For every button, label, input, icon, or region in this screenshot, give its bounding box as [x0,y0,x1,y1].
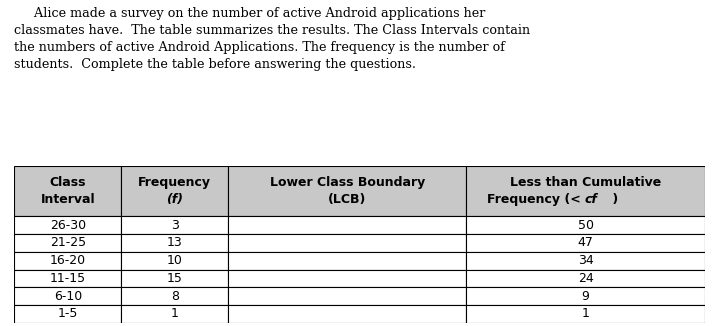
Text: 6-10: 6-10 [54,289,82,303]
Text: 13: 13 [167,236,183,249]
Bar [14,252,122,270]
Text: 8: 8 [171,289,179,303]
Text: Less than Cumulative: Less than Cumulative [510,176,661,189]
Text: Lower Class Boundary: Lower Class Boundary [270,176,425,189]
Text: 21-25: 21-25 [50,236,86,249]
Text: 11-15: 11-15 [50,272,86,285]
Bar [229,234,467,252]
Bar [122,305,229,323]
Text: 9: 9 [582,289,590,303]
Bar [229,270,467,287]
Bar [14,166,122,216]
Text: Interval: Interval [40,193,95,206]
Text: 34: 34 [577,254,593,267]
Bar [14,234,122,252]
Bar [122,287,229,305]
Text: 15: 15 [167,272,183,285]
Text: (f): (f) [166,193,183,206]
Text: 10: 10 [167,254,183,267]
Text: 50: 50 [577,219,594,232]
Bar [14,287,122,305]
Bar [122,234,229,252]
Bar [14,216,122,234]
Text: 24: 24 [577,272,593,285]
Bar [467,252,705,270]
Bar [229,216,467,234]
Bar [229,166,467,216]
Bar [229,287,467,305]
Text: Class: Class [50,176,86,189]
Text: ): ) [608,193,618,206]
Bar [122,252,229,270]
Text: 1: 1 [582,307,590,320]
Text: 1-5: 1-5 [58,307,78,320]
Bar [122,166,229,216]
Text: 47: 47 [577,236,593,249]
Bar [14,305,122,323]
Text: (LCB): (LCB) [329,193,367,206]
Bar [467,270,705,287]
Text: 3: 3 [171,219,179,232]
Bar [467,305,705,323]
Bar [229,305,467,323]
Bar [229,252,467,270]
Text: Alice made a survey on the number of active Android applications her
classmates : Alice made a survey on the number of act… [14,7,531,70]
Text: Frequency: Frequency [138,176,211,189]
Text: 1: 1 [171,307,179,320]
Text: 16-20: 16-20 [50,254,86,267]
Text: Frequency (<: Frequency (< [487,193,585,206]
Bar [467,166,705,216]
Bar [14,270,122,287]
Bar [122,216,229,234]
Text: 26-30: 26-30 [50,219,86,232]
Text: cf: cf [585,193,597,206]
Bar [467,287,705,305]
Bar [122,270,229,287]
Bar [467,234,705,252]
Bar [467,216,705,234]
